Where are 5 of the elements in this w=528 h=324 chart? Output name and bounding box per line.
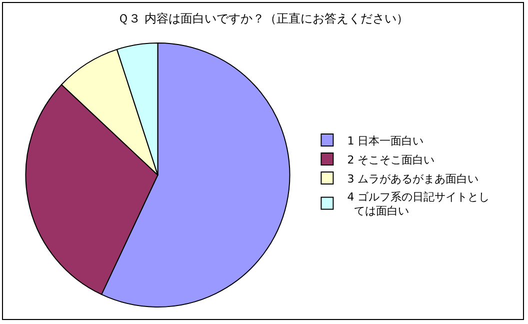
legend-label: 3 ムラがあるがまあ面白い	[347, 172, 479, 186]
legend-label: 1 日本一面白い	[347, 134, 424, 148]
legend-label: 4 ゴルフ系の日記サイトとしては面白い	[347, 190, 490, 218]
legend-label: 2 そこそこ面白い	[347, 153, 435, 166]
chart-title: Ｑ３ 内容は面白いですか？（正直にお答えください）	[118, 11, 408, 26]
